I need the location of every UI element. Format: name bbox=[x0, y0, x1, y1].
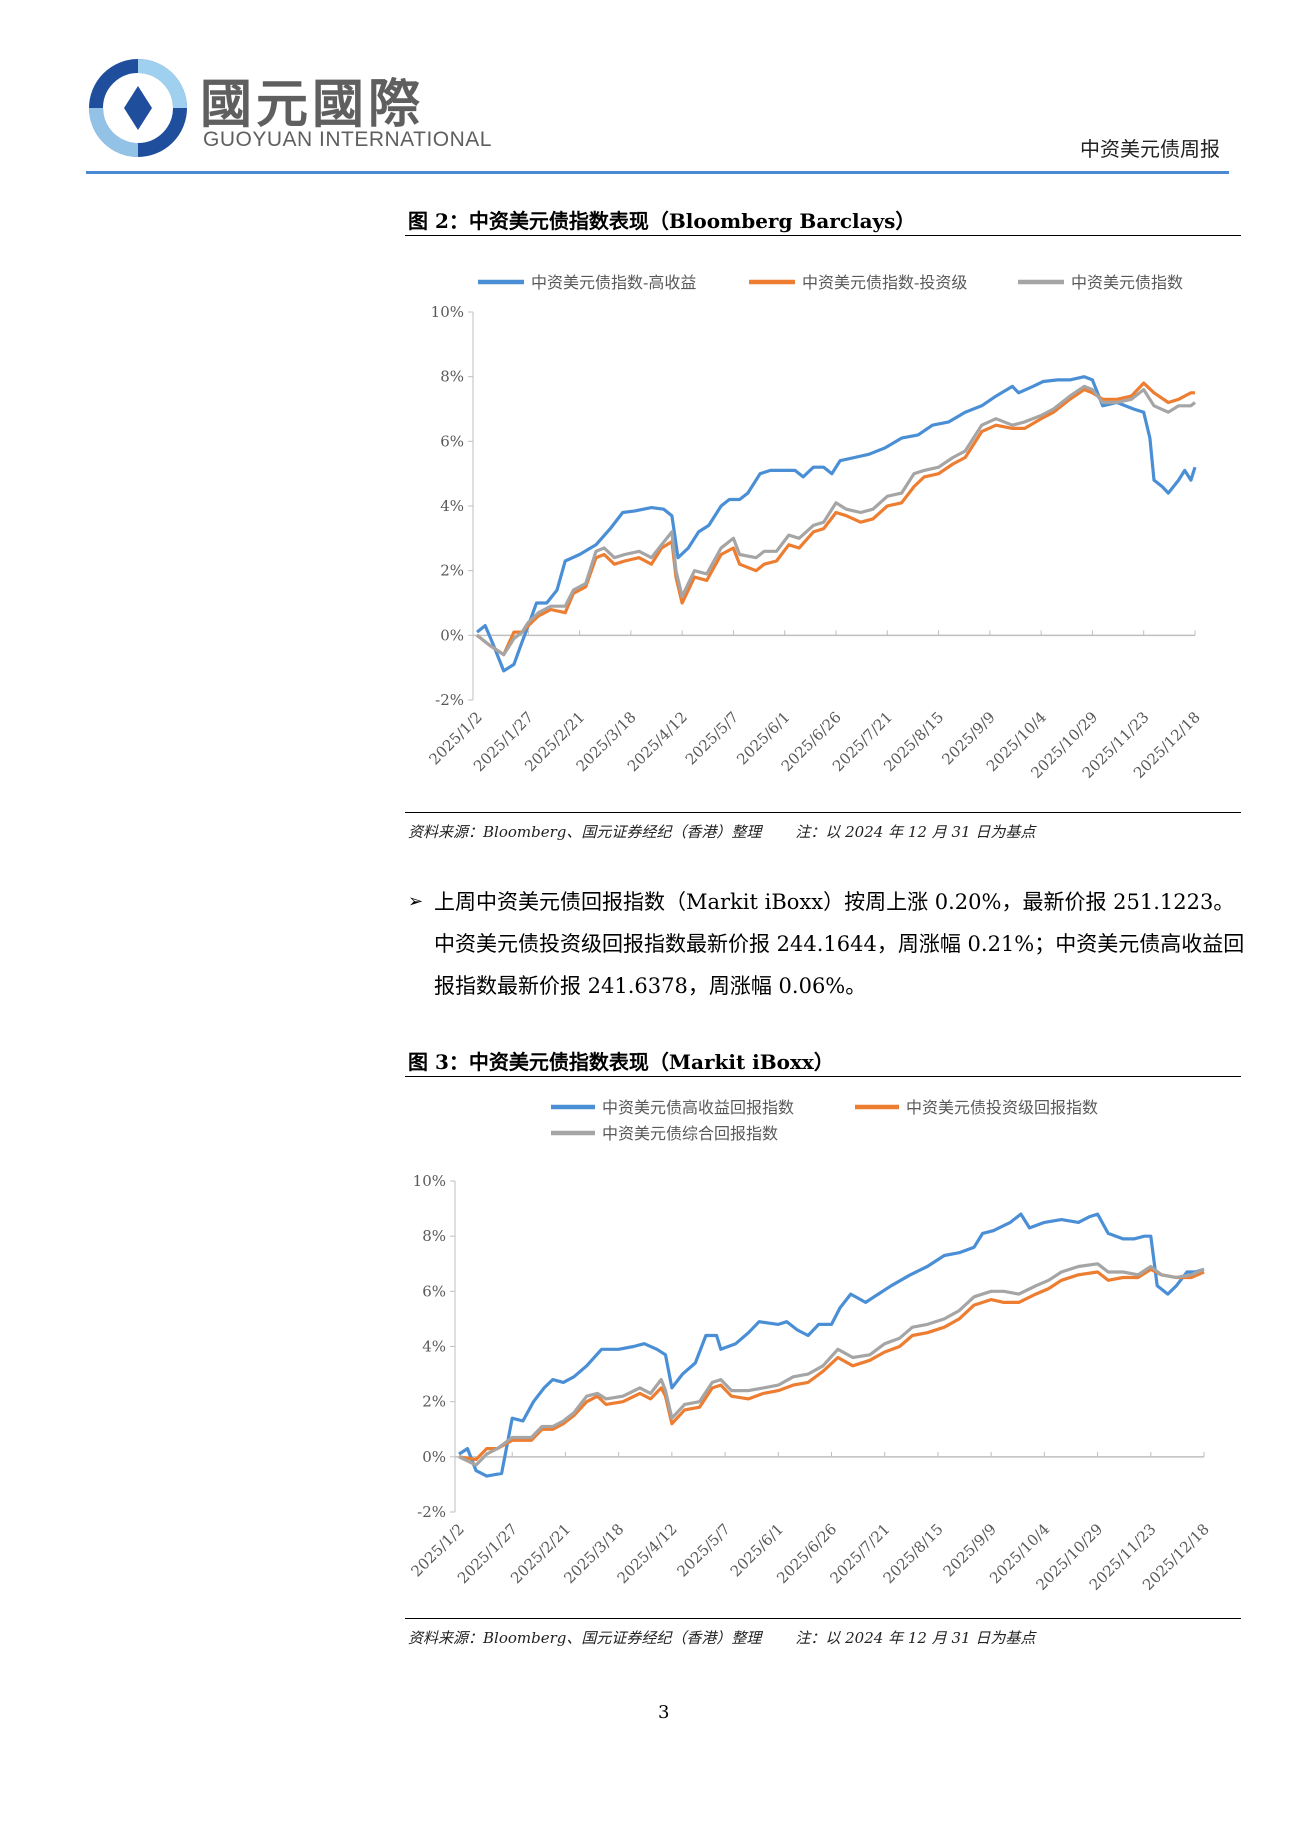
y-tick-label: 6% bbox=[422, 1282, 446, 1300]
legend-label: 中资美元债指数-高收益 bbox=[531, 273, 696, 292]
x-tick-label: 2025/5/7 bbox=[674, 1520, 734, 1580]
legend-label: 中资美元债综合回报指数 bbox=[602, 1124, 778, 1143]
figure3-source: 资料来源：Bloomberg、国元证券经纪（香港）整理 注：以 2024 年 12… bbox=[408, 1627, 1035, 1648]
figure2-top-rule bbox=[405, 235, 1241, 236]
legend-label: 中资美元债高收益回报指数 bbox=[602, 1098, 794, 1117]
legend-label: 中资美元债指数 bbox=[1071, 273, 1183, 292]
y-tick-label: 8% bbox=[440, 368, 464, 386]
report-name: 中资美元债周报 bbox=[1080, 137, 1220, 161]
figure3-top-rule bbox=[405, 1076, 1241, 1077]
page-number: 3 bbox=[658, 1702, 670, 1723]
y-tick-label: 0% bbox=[440, 626, 464, 644]
y-tick-label: 10% bbox=[413, 1172, 446, 1190]
chart-2: -2%0%2%4%6%8%10%2025/1/22025/1/272025/2/… bbox=[425, 273, 1203, 782]
header-divider bbox=[86, 171, 1229, 174]
company-logo bbox=[88, 58, 188, 158]
figure3-title: 图 3：中资美元债指数表现（Markit iBoxx） bbox=[408, 1050, 834, 1074]
legend-label: 中资美元债投资级回报指数 bbox=[906, 1098, 1098, 1117]
y-tick-label: 4% bbox=[440, 497, 464, 515]
y-tick-label: 6% bbox=[440, 432, 464, 450]
legend-label: 中资美元债指数-投资级 bbox=[802, 273, 967, 292]
bullet-arrow-icon: ➢ bbox=[408, 891, 424, 912]
y-tick-label: -2% bbox=[417, 1503, 446, 1521]
y-tick-label: 10% bbox=[431, 303, 464, 321]
summary-text: 上周中资美元债回报指数（Markit iBoxx）按周上涨 0.20%，最新价报… bbox=[434, 890, 1245, 998]
figure3-note: 注：以 2024 年 12 月 31 日为基点 bbox=[795, 1629, 1036, 1647]
figure2-title: 图 2：中资美元债指数表现（Bloomberg Barclays） bbox=[408, 209, 916, 233]
figure2-note: 注：以 2024 年 12 月 31 日为基点 bbox=[795, 823, 1036, 841]
figure3-bottom-rule bbox=[405, 1618, 1241, 1619]
y-tick-label: 2% bbox=[422, 1393, 446, 1411]
logo-emblem-icon bbox=[89, 59, 187, 157]
y-tick-label: 2% bbox=[440, 562, 464, 580]
y-tick-label: 8% bbox=[422, 1227, 446, 1245]
x-tick-label: 2025/5/7 bbox=[682, 708, 742, 768]
y-tick-label: 0% bbox=[422, 1448, 446, 1466]
series-line-2 bbox=[458, 1267, 1205, 1462]
figure2-source: 资料来源：Bloomberg、国元证券经纪（香港）整理 注：以 2024 年 12… bbox=[408, 821, 1035, 842]
chart-3: -2%0%2%4%6%8%10%2025/1/22025/1/272025/2/… bbox=[407, 1098, 1212, 1594]
figure3-source-text: 资料来源：Bloomberg、国元证券经纪（香港）整理 bbox=[408, 1629, 762, 1647]
figure2-source-text: 资料来源：Bloomberg、国元证券经纪（香港）整理 bbox=[408, 823, 762, 841]
logo-chinese-name: 國元國際 bbox=[200, 75, 425, 135]
y-tick-label: 4% bbox=[422, 1338, 446, 1356]
summary-paragraph: ➢ 上周中资美元债回报指数（Markit iBoxx）按周上涨 0.20%，最新… bbox=[408, 881, 1248, 1007]
series-line-3 bbox=[458, 1262, 1205, 1467]
series-line-1 bbox=[458, 1212, 1205, 1478]
logo-english-name: GUOYUAN INTERNATIONAL bbox=[203, 128, 492, 151]
series-line-1 bbox=[476, 375, 1197, 673]
series-line-3 bbox=[476, 384, 1197, 657]
y-tick-label: -2% bbox=[435, 691, 464, 709]
series-line-2 bbox=[476, 381, 1195, 657]
figure2-bottom-rule bbox=[405, 812, 1241, 813]
